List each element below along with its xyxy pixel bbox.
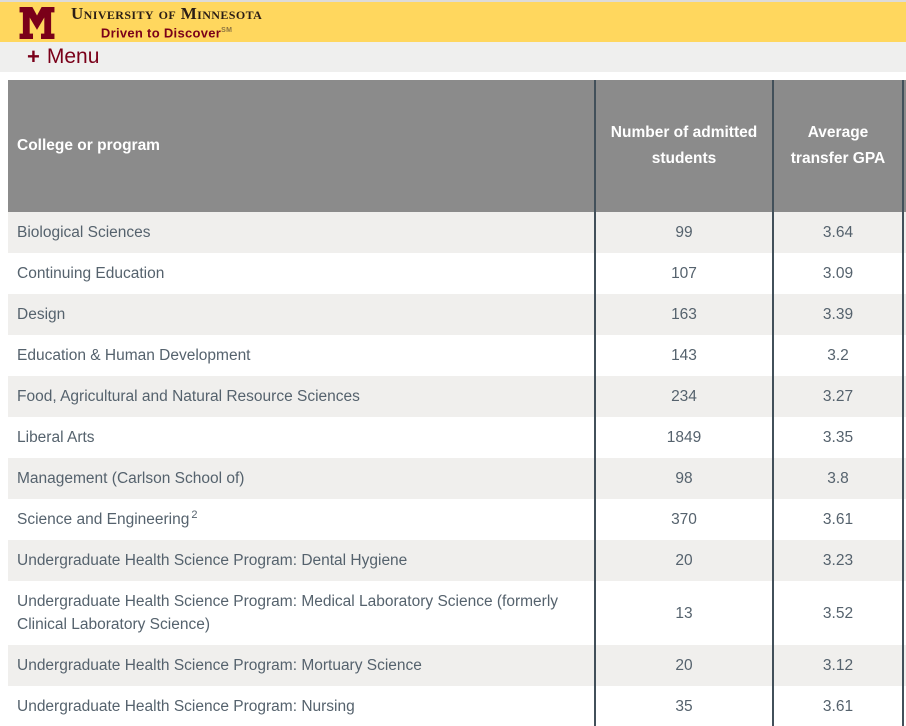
header-average-transfer-gpa: Average transfer GPA (772, 80, 903, 212)
admitted-students-cell: 99 (594, 212, 773, 253)
college-cell: Biological Sciences (8, 212, 595, 253)
overflow-cell (902, 458, 906, 499)
admitted-students-cell: 20 (594, 645, 773, 686)
service-mark: SM (221, 26, 233, 34)
transfer-gpa-cell: 3.35 (772, 417, 903, 458)
college-cell: Undergraduate Health Science Program: Me… (8, 581, 595, 645)
transfer-gpa-cell: 3.2 (772, 335, 903, 376)
admitted-students-cell: 13 (594, 581, 773, 645)
admitted-students-cell: 1849 (594, 417, 773, 458)
menu-expand-plus-icon[interactable]: + (27, 44, 40, 69)
header-overflow-column (902, 80, 906, 212)
overflow-cell (902, 294, 906, 335)
block-m-logo-icon[interactable] (18, 6, 56, 40)
spacer (0, 72, 906, 80)
college-cell: Science and Engineering 2 (8, 499, 595, 540)
university-name-text: University of Minnesota (71, 3, 263, 23)
transfer-gpa-cell: 3.52 (772, 581, 903, 645)
table-row: Science and Engineering 2 370 3.61 (8, 499, 906, 540)
transfer-gpa-cell: 3.61 (772, 499, 903, 540)
overflow-cell (902, 212, 906, 253)
table-row: Undergraduate Health Science Program: Nu… (8, 686, 906, 726)
college-cell: Education & Human Development (8, 335, 595, 376)
table-row: Liberal Arts 1849 3.35 (8, 417, 906, 458)
university-wordmark[interactable]: University of Minnesota Driven to Discov… (71, 3, 263, 41)
table-row: Design 163 3.39 (8, 294, 906, 335)
admitted-students-cell: 98 (594, 458, 773, 499)
table-row: Management (Carlson School of) 98 3.8 (8, 458, 906, 499)
college-cell: Design (8, 294, 595, 335)
overflow-cell (902, 417, 906, 458)
table-row: Undergraduate Health Science Program: De… (8, 540, 906, 581)
transfer-gpa-cell: 3.12 (772, 645, 903, 686)
overflow-cell (902, 499, 906, 540)
overflow-cell (902, 253, 906, 294)
transfer-gpa-cell: 3.39 (772, 294, 903, 335)
college-cell: Undergraduate Health Science Program: Mo… (8, 645, 595, 686)
transfer-gpa-cell: 3.27 (772, 376, 903, 417)
overflow-cell (902, 581, 906, 645)
transfer-gpa-cell: 3.23 (772, 540, 903, 581)
table-row: Undergraduate Health Science Program: Me… (8, 581, 906, 645)
admitted-students-cell: 20 (594, 540, 773, 581)
table-row: Food, Agricultural and Natural Resource … (8, 376, 906, 417)
menu-bar[interactable]: + Menu (0, 42, 906, 72)
overflow-cell (902, 376, 906, 417)
menu-label[interactable]: Menu (46, 45, 100, 68)
window-top-edge (0, 0, 906, 2)
header-college-or-program: College or program (8, 80, 595, 212)
college-cell: Liberal Arts (8, 417, 595, 458)
college-cell: Undergraduate Health Science Program: De… (8, 540, 595, 581)
college-cell: Management (Carlson School of) (8, 458, 595, 499)
admitted-students-cell: 163 (594, 294, 773, 335)
table-header: College or program Number of admitted st… (8, 80, 906, 212)
college-cell: Food, Agricultural and Natural Resource … (8, 376, 595, 417)
transfer-admissions-table: College or program Number of admitted st… (8, 80, 906, 726)
college-cell: Undergraduate Health Science Program: Nu… (8, 686, 595, 726)
overflow-cell (902, 335, 906, 376)
transfer-gpa-cell: 3.61 (772, 686, 903, 726)
university-banner: University of Minnesota Driven to Discov… (0, 2, 906, 42)
college-cell: Continuing Education (8, 253, 595, 294)
transfer-gpa-cell: 3.8 (772, 458, 903, 499)
admitted-students-cell: 143 (594, 335, 773, 376)
table-row: Continuing Education 107 3.09 (8, 253, 906, 294)
footnote-marker: 2 (191, 508, 198, 521)
header-number-admitted: Number of admitted students (594, 80, 773, 212)
admitted-students-cell: 234 (594, 376, 773, 417)
transfer-gpa-cell: 3.64 (772, 212, 903, 253)
table-row: Undergraduate Health Science Program: Mo… (8, 645, 906, 686)
overflow-cell (902, 645, 906, 686)
tagline-text: Driven to DiscoverSM (100, 25, 233, 41)
admitted-students-cell: 35 (594, 686, 773, 726)
table-body: Biological Sciences 99 3.64 Continuing Educ… (8, 212, 906, 726)
admitted-students-cell: 370 (594, 499, 773, 540)
transfer-gpa-cell: 3.09 (772, 253, 903, 294)
table-row: Biological Sciences 99 3.64 (8, 212, 906, 253)
admitted-students-cell: 107 (594, 253, 773, 294)
overflow-cell (902, 686, 906, 726)
table-row: Education & Human Development 143 3.2 (8, 335, 906, 376)
admissions-table-container: College or program Number of admitted st… (8, 80, 906, 726)
overflow-cell (902, 540, 906, 581)
